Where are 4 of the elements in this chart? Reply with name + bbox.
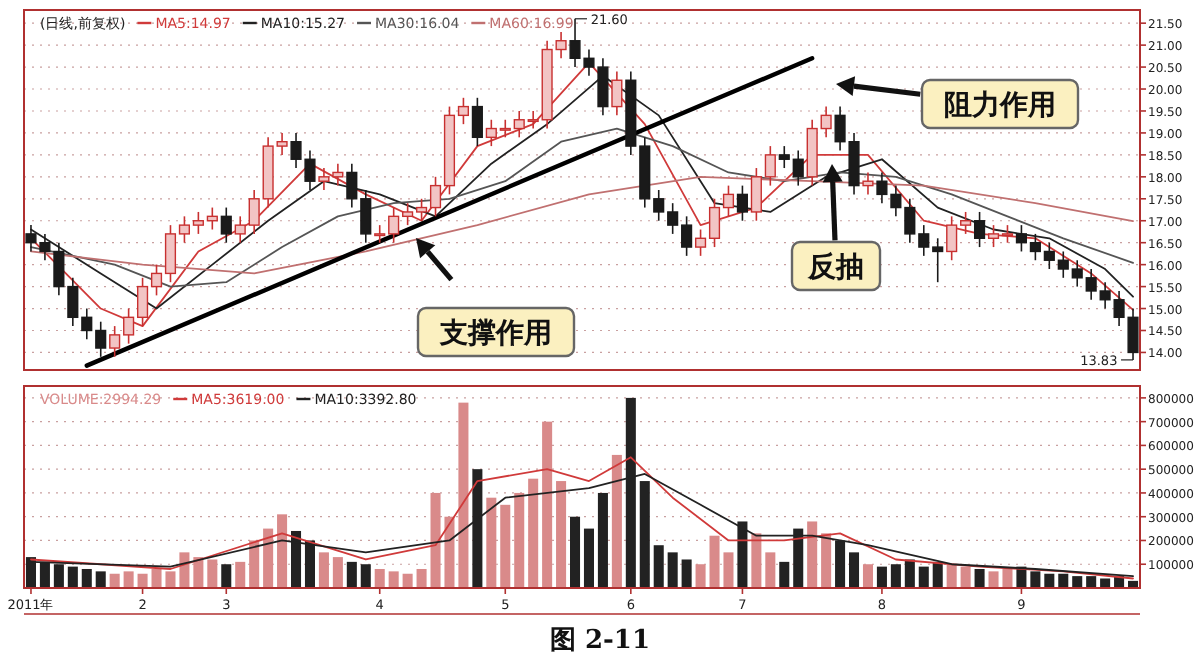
annotation: 反抽 bbox=[808, 252, 864, 284]
annotation: 支撑作用 bbox=[440, 318, 552, 350]
caption: 图 2-11 bbox=[549, 626, 651, 656]
annotation: 阻力作用 bbox=[944, 90, 1056, 122]
